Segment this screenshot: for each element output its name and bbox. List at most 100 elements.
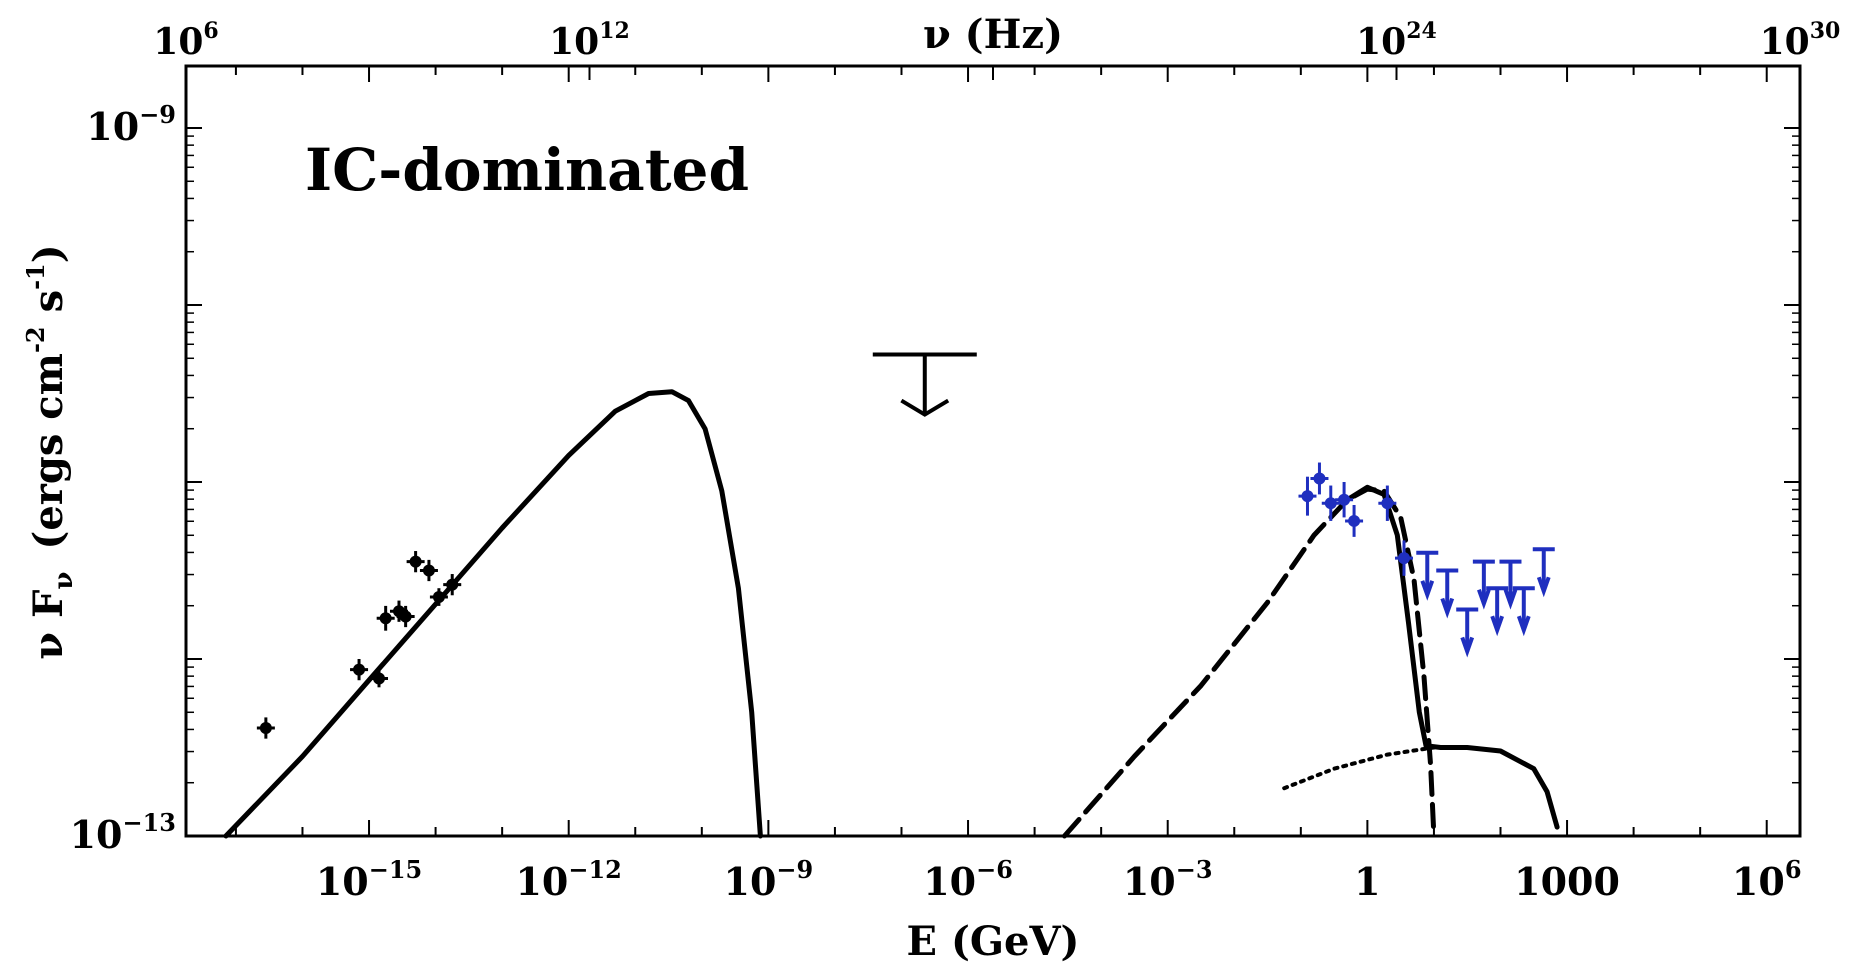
data-point-black-marker xyxy=(446,578,459,591)
x2-tick-label-base: 10 xyxy=(1356,21,1406,63)
x-tick-label-base: 10 xyxy=(923,859,976,904)
x2-tick-label-base: 10 xyxy=(1760,21,1810,63)
data-point-black xyxy=(370,669,389,688)
data-point-blue xyxy=(1335,482,1354,518)
data-point-black xyxy=(443,574,462,596)
upper-limit-blue-arrowhead xyxy=(1490,615,1505,637)
x-tick-label-base: 1 xyxy=(1354,859,1380,904)
y-axis-title-units-mid: s xyxy=(25,290,72,326)
x-tick-label: 10−9 xyxy=(724,855,814,904)
model-curve-dashed xyxy=(1062,486,1437,839)
data-point-blue-marker xyxy=(1324,497,1337,510)
axis-ticks xyxy=(185,66,1801,837)
data-points xyxy=(256,352,1555,739)
upper-limit-blue-arrowhead xyxy=(1516,615,1531,637)
data-point-blue xyxy=(1394,540,1413,576)
x-tick-label-base: 10 xyxy=(724,859,777,904)
x-tick-label: 10−12 xyxy=(515,855,621,904)
x-tick-label: 106 xyxy=(1732,855,1802,904)
data-point-blue xyxy=(1298,476,1317,516)
data-point-blue-marker xyxy=(1313,472,1326,485)
data-point-blue-marker xyxy=(1348,514,1361,527)
x-tick-label-base: 10 xyxy=(1123,859,1176,904)
x-tick-label-exp: −9 xyxy=(776,855,813,884)
x-tick-label-base: 10 xyxy=(1732,859,1785,904)
data-point-black xyxy=(396,605,415,628)
data-point-black xyxy=(256,717,275,739)
data-point-black-marker xyxy=(379,612,392,625)
x2-tick-label-base: 10 xyxy=(153,21,203,63)
y-axis-title-units: (ergs cm xyxy=(25,353,72,550)
data-point-blue xyxy=(1345,505,1364,537)
upper-limit-blue-arrowhead xyxy=(1460,636,1475,658)
model-curve-dotted xyxy=(1282,745,1436,791)
x-tick-label: 10−15 xyxy=(316,855,422,904)
data-point-black-marker xyxy=(373,672,386,685)
x-tick-label-exp: −15 xyxy=(369,855,423,884)
annotation-ic-dominated: IC-dominated xyxy=(305,136,749,204)
svg-text:ν Fν(ergs cm-2 s-1): ν Fν (ergs cm-2 s-1) xyxy=(21,244,79,659)
model-curve-solid xyxy=(1344,484,1560,830)
upper-limit-blue xyxy=(1436,568,1459,619)
x2-tick-label-exp: 12 xyxy=(599,18,630,44)
data-point-blue-marker xyxy=(1301,490,1314,503)
data-point-black xyxy=(406,551,425,573)
y-tick-label: 10−13 xyxy=(70,808,176,857)
x-axis-title: E (GeV) xyxy=(907,918,1080,962)
upper-limit-blue xyxy=(1532,547,1555,598)
data-point-black-marker xyxy=(422,564,435,577)
x-tick-label: 10−3 xyxy=(1123,855,1213,904)
y-axis-title-sub: ν xyxy=(49,572,79,590)
x-tick-label-base: 10 xyxy=(515,859,568,904)
x-tick-label-exp: −6 xyxy=(976,855,1013,884)
y-axis-title: ν Fν (ergs cm-2 s-1) xyxy=(21,244,79,659)
upper-limit-blue-arrowhead xyxy=(1503,588,1518,610)
upper-limit-black xyxy=(872,352,977,417)
data-point-black-marker xyxy=(399,610,412,623)
data-point-black-marker xyxy=(353,663,366,676)
x2-tick-label: 1030 xyxy=(1760,18,1841,63)
x-tick-label: 10−6 xyxy=(923,855,1013,904)
top-x-axis-title: ν (Hz) xyxy=(923,11,1063,58)
upper-limit-blue xyxy=(1472,559,1495,610)
x2-tick-label: 106 xyxy=(153,18,218,63)
data-point-black-marker xyxy=(409,555,422,568)
y-axis-title-units-exp1: -2 xyxy=(21,326,50,353)
x-tick-label: 1000 xyxy=(1514,859,1620,904)
data-point-black-marker xyxy=(259,722,272,735)
y-tick-label-base: 10 xyxy=(86,104,139,149)
y-tick-label-base: 10 xyxy=(70,812,123,857)
data-point-black-marker xyxy=(432,591,445,604)
upper-limit-black-arrowhead xyxy=(900,398,950,417)
x-tick-label-exp: −12 xyxy=(568,855,622,884)
y-axis-title-units-exp2: -1 xyxy=(21,263,50,290)
x2-tick-label-exp: 30 xyxy=(1810,18,1841,44)
x2-tick-label: 1024 xyxy=(1356,18,1437,63)
upper-limit-blue xyxy=(1486,586,1509,637)
y-axis-title-units-end: ) xyxy=(25,244,72,263)
x2-tick-label-exp: 24 xyxy=(1406,18,1437,44)
x-tick-label-base: 1000 xyxy=(1514,859,1620,904)
x2-tick-label: 1012 xyxy=(549,18,630,63)
upper-limit-blue-arrowhead xyxy=(1420,580,1435,601)
upper-limit-blue-arrowhead xyxy=(1477,588,1491,610)
top-x-tick-labels: 106 1012 1024 1030 xyxy=(153,18,1840,63)
y-axis-title-main: ν F xyxy=(25,590,72,660)
x-tick-label-base: 10 xyxy=(316,859,369,904)
data-point-blue-marker xyxy=(1397,552,1410,565)
y-tick-label: 10−9 xyxy=(86,100,176,149)
data-point-blue xyxy=(1310,462,1329,495)
data-point-blue xyxy=(1378,485,1397,521)
data-point-black xyxy=(429,588,448,606)
upper-limit-blue xyxy=(1512,586,1535,637)
upper-limit-blue-arrowhead xyxy=(1536,576,1551,598)
x-tick-label-exp: −3 xyxy=(1176,855,1213,884)
data-point-blue xyxy=(1321,485,1340,521)
x-tick-labels: 10−15 10−12 10−9 10−6 10−3 1 1000 106 xyxy=(316,855,1802,904)
upper-limit-blue xyxy=(1499,559,1522,610)
model-curves xyxy=(223,389,1560,839)
x-tick-label: 1 xyxy=(1354,859,1380,904)
upper-limit-blue xyxy=(1456,607,1479,658)
data-point-black xyxy=(376,605,395,631)
